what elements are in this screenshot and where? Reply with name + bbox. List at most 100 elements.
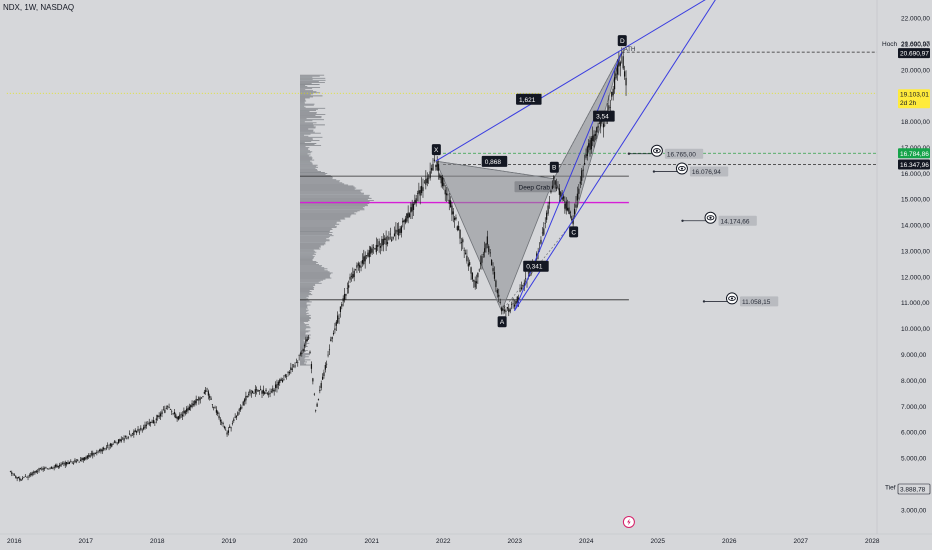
candle-body: [148, 422, 150, 425]
candle-body: [498, 294, 500, 297]
candle-body: [463, 250, 465, 251]
candle-body: [206, 388, 208, 390]
candle-body: [371, 248, 373, 253]
candle-body: [560, 192, 562, 197]
candle-body: [130, 434, 132, 436]
candle-body: [561, 197, 563, 200]
candle-body: [56, 464, 58, 468]
candle-body: [429, 171, 431, 179]
candle-body: [31, 472, 33, 476]
candle-body: [488, 246, 490, 252]
candle-body: [257, 389, 259, 392]
candle-body: [363, 256, 365, 265]
target-value-text: 16.076,94: [692, 169, 721, 176]
candle-body: [616, 65, 619, 75]
candle-body: [365, 255, 368, 256]
candle-body: [57, 465, 59, 468]
price-candles: [9, 47, 627, 482]
candle-body: [175, 414, 177, 418]
candle-body: [287, 371, 289, 373]
candle-body: [269, 392, 271, 394]
candle-body: [614, 77, 616, 90]
candle-body: [359, 264, 361, 268]
candle-body: [82, 457, 84, 461]
candle-body: [194, 400, 196, 405]
candle-body: [249, 390, 251, 394]
candle-body: [384, 238, 386, 240]
price-tick-label: 9.000,00: [901, 352, 927, 359]
candle-body: [223, 426, 226, 428]
candle-body: [230, 427, 232, 429]
candle-body: [98, 449, 101, 451]
candle-body: [403, 219, 405, 222]
candle-body: [116, 442, 118, 444]
candle-body: [151, 421, 153, 423]
candle-body: [270, 391, 272, 393]
candle-body: [309, 351, 311, 354]
point-label-bg: [617, 35, 627, 47]
point-label-bg: [569, 226, 579, 238]
candle-body: [256, 389, 258, 391]
high-value: 20.690,97: [901, 41, 930, 48]
candle-body: [443, 182, 445, 187]
eye-icon[interactable]: [725, 292, 738, 305]
candle-body: [277, 381, 279, 386]
target-value-bg: [718, 215, 757, 226]
lightning-icon[interactable]: [622, 516, 635, 528]
black-level-tag-text: 16.347,96: [900, 162, 929, 169]
black-level-tag: 16.347,96: [898, 159, 930, 170]
time-tick-label: 2025: [651, 538, 666, 545]
candle-body: [119, 439, 121, 442]
candle-body: [93, 453, 95, 455]
candle-body: [558, 188, 560, 195]
candle-body: [45, 466, 47, 468]
eye-icon[interactable]: [704, 211, 717, 224]
candle-body: [214, 407, 216, 409]
candle-body: [64, 462, 66, 466]
eye-icon[interactable]: [675, 162, 688, 175]
candle-body: [547, 205, 549, 214]
candle-body: [454, 217, 456, 220]
candle-body: [493, 271, 496, 279]
green-level-tag-text: 16.784,86: [900, 151, 929, 158]
time-tick-label: 2018: [150, 538, 165, 545]
ratio-label-bg: [593, 110, 615, 122]
candle-body: [520, 287, 523, 290]
candle-body: [301, 352, 303, 354]
high-label: Hoch: [882, 41, 898, 48]
candle-body: [59, 464, 61, 467]
candle-body: [449, 200, 452, 208]
candle-body: [437, 164, 440, 171]
candle-body: [583, 162, 586, 165]
price-axis[interactable]: 22.000,0021.000,0020.000,0018.000,0017.0…: [876, 0, 930, 534]
pattern-ratio-labels: 0,868 0,341 3,54 1,621: [481, 93, 615, 272]
point-label-c: C: [571, 229, 576, 236]
candle-body: [519, 290, 521, 292]
candle-body: [215, 409, 217, 413]
candle-body: [198, 397, 200, 401]
candle-body: [306, 339, 308, 342]
target-dot: [681, 219, 684, 222]
candle-body: [131, 433, 134, 434]
candle-body: [428, 177, 430, 179]
candle-body: [253, 393, 255, 394]
candle-body: [364, 255, 366, 262]
candle-body: [495, 280, 497, 287]
candle-body: [165, 408, 167, 409]
eye-icon[interactable]: [650, 144, 663, 157]
target-dot: [652, 170, 656, 173]
candle-body: [13, 474, 16, 476]
time-axis[interactable]: 2016 2017 2018 2019 2020 2021 2022 2023 2024 2025…: [0, 533, 932, 545]
target-markers[interactable]: 16.765,00 16.076,94 14.174,66 11.058,15: [627, 144, 779, 307]
low-value-tag-text: 3.888,78: [900, 487, 926, 494]
candle-body: [72, 463, 75, 464]
candle-body: [145, 424, 148, 426]
candle-body: [225, 429, 227, 431]
candle-body: [124, 436, 127, 438]
candle-body: [48, 468, 50, 470]
candle-body: [171, 411, 173, 413]
candle-body: [398, 229, 400, 236]
